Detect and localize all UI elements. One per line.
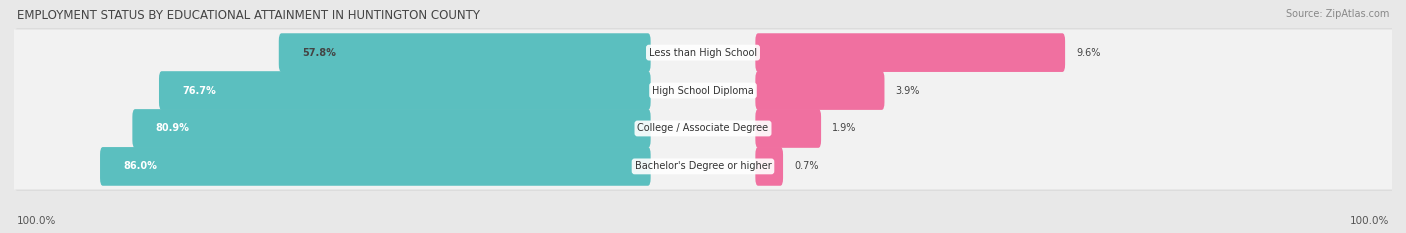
Text: 100.0%: 100.0% <box>1350 216 1389 226</box>
Text: Source: ZipAtlas.com: Source: ZipAtlas.com <box>1285 9 1389 19</box>
FancyBboxPatch shape <box>14 103 1396 154</box>
FancyBboxPatch shape <box>10 105 1396 152</box>
Text: EMPLOYMENT STATUS BY EDUCATIONAL ATTAINMENT IN HUNTINGTON COUNTY: EMPLOYMENT STATUS BY EDUCATIONAL ATTAINM… <box>17 9 479 22</box>
Text: Less than High School: Less than High School <box>650 48 756 58</box>
Text: 80.9%: 80.9% <box>156 123 190 134</box>
Text: 57.8%: 57.8% <box>302 48 336 58</box>
FancyBboxPatch shape <box>755 147 783 186</box>
Text: 3.9%: 3.9% <box>896 86 920 96</box>
FancyBboxPatch shape <box>159 71 651 110</box>
Text: High School Diploma: High School Diploma <box>652 86 754 96</box>
Text: College / Associate Degree: College / Associate Degree <box>637 123 769 134</box>
Text: Bachelor's Degree or higher: Bachelor's Degree or higher <box>634 161 772 171</box>
FancyBboxPatch shape <box>14 141 1396 192</box>
Text: 1.9%: 1.9% <box>832 123 856 134</box>
FancyBboxPatch shape <box>755 109 821 148</box>
FancyBboxPatch shape <box>10 30 1396 76</box>
Text: 86.0%: 86.0% <box>124 161 157 171</box>
FancyBboxPatch shape <box>100 147 651 186</box>
FancyBboxPatch shape <box>132 109 651 148</box>
FancyBboxPatch shape <box>14 27 1396 78</box>
FancyBboxPatch shape <box>14 65 1396 116</box>
FancyBboxPatch shape <box>278 33 651 72</box>
FancyBboxPatch shape <box>10 67 1396 114</box>
Text: 9.6%: 9.6% <box>1076 48 1101 58</box>
Text: 0.7%: 0.7% <box>794 161 818 171</box>
Text: 100.0%: 100.0% <box>17 216 56 226</box>
FancyBboxPatch shape <box>10 143 1396 189</box>
FancyBboxPatch shape <box>755 71 884 110</box>
FancyBboxPatch shape <box>755 33 1066 72</box>
Text: 76.7%: 76.7% <box>183 86 217 96</box>
